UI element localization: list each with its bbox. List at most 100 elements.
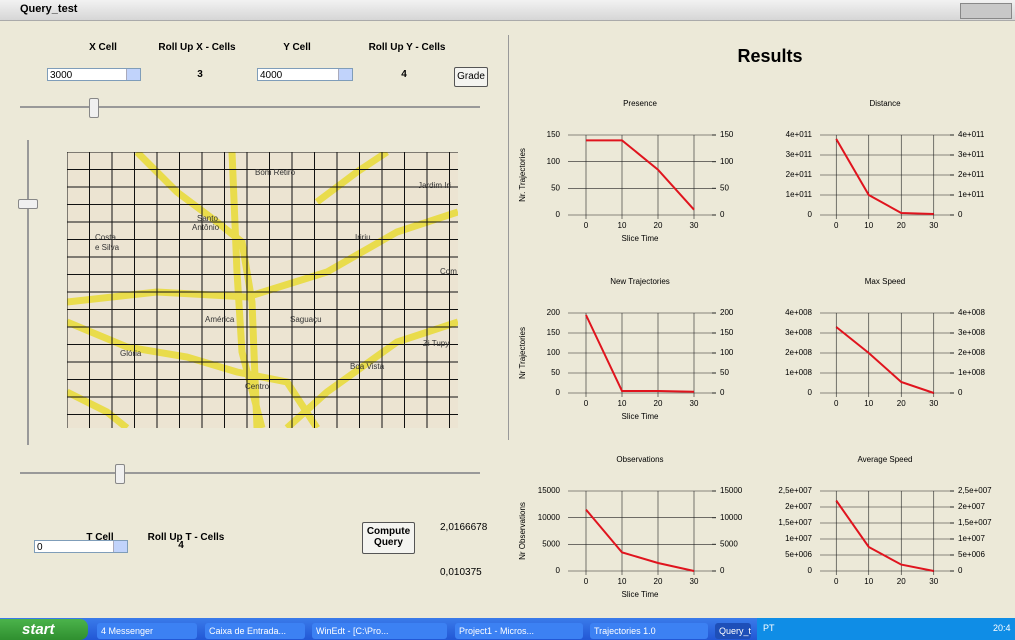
y-tick-label: 2e+008 [785, 348, 812, 357]
y-tick-label: 10000 [538, 513, 561, 522]
task-button[interactable]: WinEdt - [C:\Pro... [312, 623, 447, 639]
y-tick-label: 0 [808, 566, 813, 575]
chart: Max Speed01e+0082e+0083e+0084e+00801e+00… [785, 277, 985, 408]
y2-tick-label: 5000 [720, 539, 738, 548]
chart: Distance01e+0112e+0113e+0114e+01101e+011… [786, 99, 985, 230]
window-buttons[interactable] [960, 3, 1012, 19]
chart-title: Presence [623, 99, 657, 108]
map-label: Com [440, 267, 457, 276]
y-slider-thumb[interactable] [18, 199, 38, 209]
y-tick-label: 4e+011 [786, 130, 813, 139]
rollup-t-value: 4 [178, 540, 184, 551]
x-tick-label: 20 [654, 221, 663, 230]
y-tick-label: 100 [547, 157, 561, 166]
y-tick-label: 150 [547, 130, 561, 139]
x-axis-label: Slice Time [622, 412, 659, 421]
y2-tick-label: 150 [720, 328, 734, 337]
y-cell-label: Y Cell [283, 42, 311, 53]
y2-tick-label: 1e+011 [958, 190, 985, 199]
y2-tick-label: 4e+011 [958, 130, 985, 139]
t-slider-thumb[interactable] [115, 464, 125, 484]
chart-title: New Trajectories [610, 277, 670, 286]
result-value: 0,010375 [440, 567, 482, 578]
x-tick-label: 0 [584, 399, 589, 408]
x-tick-label: 10 [618, 577, 627, 586]
x-tick-label: 30 [690, 399, 699, 408]
t-slider[interactable] [20, 472, 480, 474]
task-button[interactable]: Caixa de Entrada... [205, 623, 305, 639]
y-tick-label: 3e+011 [786, 150, 813, 159]
results-title: Results [737, 46, 802, 66]
y2-tick-label: 1e+008 [958, 368, 985, 377]
y-tick-label: 1e+007 [785, 534, 812, 543]
rollup-x-value: 3 [197, 69, 203, 80]
y-tick-label: 50 [551, 183, 560, 192]
x-tick-label: 0 [584, 221, 589, 230]
y-tick-label: 0 [556, 210, 561, 219]
data-line [586, 315, 694, 392]
task-button[interactable]: 4 Messenger [97, 623, 197, 639]
compute-button[interactable]: Compute Query [362, 522, 415, 554]
y2-tick-label: 15000 [720, 486, 743, 495]
y2-tick-label: 10000 [720, 513, 743, 522]
start-button[interactable]: start [0, 619, 88, 640]
data-line [586, 140, 694, 209]
y-tick-label: 5000 [542, 539, 560, 548]
data-line [836, 327, 934, 393]
y-slider[interactable] [27, 140, 29, 445]
x-tick-label: 20 [897, 221, 906, 230]
y2-tick-label: 0 [958, 566, 963, 575]
y-axis-label: Nr. Trajectories [518, 148, 527, 202]
task-button[interactable]: Query_test [715, 623, 751, 639]
task-button[interactable]: Trajectories 1.0 [590, 623, 708, 639]
x-axis-label: Slice Time [622, 590, 659, 599]
language: PT [763, 623, 775, 633]
y2-tick-label: 4e+008 [958, 308, 985, 317]
y-cell-combo[interactable]: 4000 [257, 68, 353, 81]
t-cell-combo[interactable]: 0 [34, 540, 128, 553]
y-tick-label: 15000 [538, 486, 561, 495]
data-line [586, 510, 694, 571]
task-button[interactable]: Project1 - Micros... [455, 623, 583, 639]
map-label: Antônio [192, 223, 220, 232]
title-bar: Query_test [0, 0, 1015, 21]
x-slider-thumb[interactable] [89, 98, 99, 118]
x-cell-combo[interactable]: 3000 [47, 68, 141, 81]
y-tick-label: 0 [556, 388, 561, 397]
y2-tick-label: 2e+008 [958, 348, 985, 357]
y2-tick-label: 3e+011 [958, 150, 985, 159]
y-tick-label: 2,5e+007 [778, 486, 812, 495]
x-tick-label: 10 [618, 399, 627, 408]
x-tick-label: 20 [654, 577, 663, 586]
map-label: Jardim Iri [418, 181, 451, 190]
y2-tick-label: 100 [720, 157, 734, 166]
y-tick-label: 0 [808, 210, 813, 219]
x-axis-label: Slice Time [622, 234, 659, 243]
rollup-y-label: Roll Up Y - Cells [369, 42, 446, 53]
window-title: Query_test [20, 3, 77, 15]
y-tick-label: 1,5e+007 [778, 518, 812, 527]
chart: Observations0500010000150000500010000150… [518, 455, 743, 599]
map-label: América [205, 315, 235, 324]
x-tick-label: 0 [834, 577, 839, 586]
x-tick-label: 0 [584, 577, 589, 586]
data-line [836, 139, 934, 214]
chart: Average Speed05e+0061e+0071,5e+0072e+007… [778, 455, 992, 586]
y2-tick-label: 0 [720, 210, 725, 219]
y2-tick-label: 150 [720, 130, 734, 139]
grade-button[interactable]: Grade [454, 67, 488, 87]
y2-tick-label: 2,5e+007 [958, 486, 992, 495]
system-tray: PT 20:4 [757, 618, 1015, 640]
x-tick-label: 20 [654, 399, 663, 408]
data-line [836, 501, 934, 571]
results-panel: Results Presence050100150050100150010203… [510, 20, 1015, 615]
chart-title: Average Speed [857, 455, 912, 464]
y-axis-label: Nr Observations [518, 502, 527, 560]
x-cell-label: X Cell [89, 42, 117, 53]
y-tick-label: 1e+008 [785, 368, 812, 377]
map-label: Santo [197, 214, 218, 223]
y-tick-label: 4e+008 [785, 308, 812, 317]
rollup-x-label: Roll Up X - Cells [158, 42, 235, 53]
x-tick-label: 10 [864, 399, 873, 408]
